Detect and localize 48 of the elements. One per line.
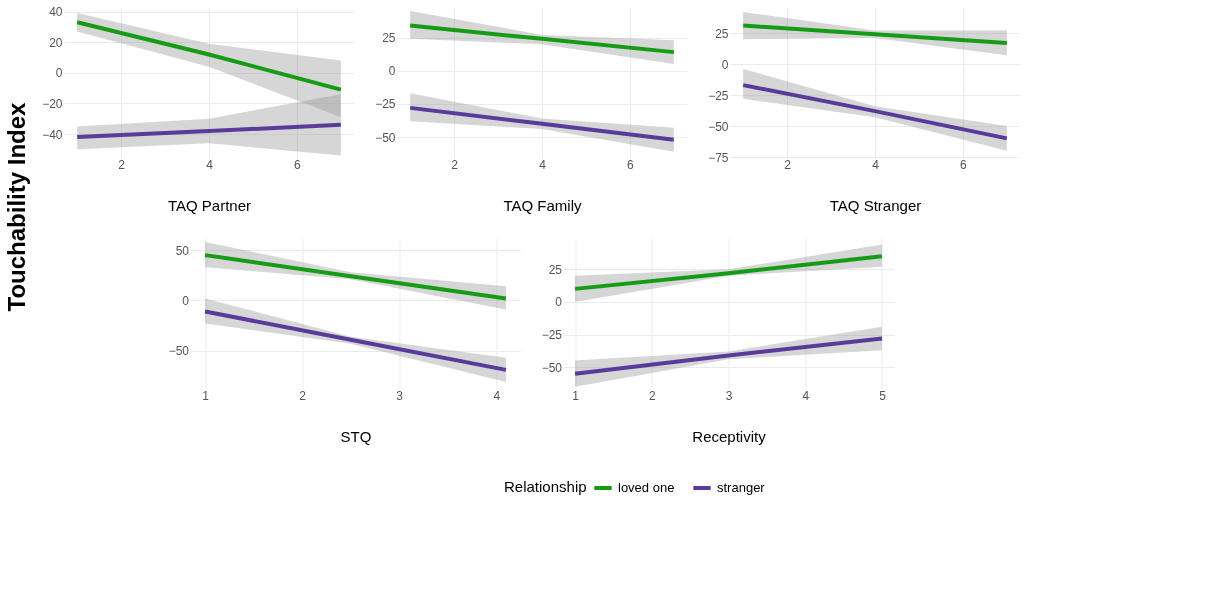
x-tick-label: 1 <box>572 388 580 403</box>
x-tick-label: 2 <box>299 388 307 403</box>
x-tick-label: 4 <box>493 388 501 403</box>
y-tick-label: −50 <box>375 130 396 145</box>
x-tick-label: 6 <box>294 157 302 172</box>
legend-label: stranger <box>717 480 766 495</box>
x-axis-title: Receptivity <box>692 427 767 445</box>
legend-label: loved one <box>618 480 675 495</box>
x-tick-label: 2 <box>784 157 792 172</box>
y-tick-label: 40 <box>49 5 63 20</box>
y-tick-label: 0 <box>555 295 563 310</box>
y-tick-label: 0 <box>182 293 190 308</box>
x-tick-label: 6 <box>960 157 968 172</box>
y-tick-label: −50 <box>541 360 563 375</box>
x-tick-label: 4 <box>539 157 547 172</box>
y-tick-label: −50 <box>708 119 729 134</box>
x-tick-label: 2 <box>451 157 459 172</box>
x-tick-label: 4 <box>206 157 214 172</box>
y-tick-label: −20 <box>42 96 63 111</box>
y-tick-label: 25 <box>715 26 729 41</box>
y-tick-label: −25 <box>541 328 563 343</box>
x-tick-label: 1 <box>202 388 210 403</box>
x-tick-label: 2 <box>118 157 126 172</box>
x-axis-title: STQ <box>340 427 372 445</box>
y-tick-label: 20 <box>49 35 63 50</box>
y-tick-label: −75 <box>708 150 729 165</box>
y-tick-label: 50 <box>175 243 190 258</box>
y-tick-label: −25 <box>708 88 729 103</box>
x-axis-title: TAQ Family <box>503 196 583 214</box>
y-tick-label: 25 <box>382 31 396 46</box>
x-axis-title: TAQ Partner <box>167 196 252 214</box>
y-tick-label: −40 <box>42 127 63 142</box>
x-tick-label: 4 <box>802 388 810 403</box>
y-tick-label: 0 <box>55 66 63 81</box>
x-tick-label: 6 <box>627 157 635 172</box>
y-tick-label: 0 <box>388 64 396 79</box>
x-tick-label: 3 <box>725 388 733 403</box>
y-tick-label: −25 <box>375 97 396 112</box>
legend-title: Relationship <box>504 478 587 495</box>
y-axis-title: Touchability Index <box>3 101 30 312</box>
x-tick-label: 5 <box>879 388 887 403</box>
x-axis-title: TAQ Stranger <box>829 196 922 214</box>
y-tick-label: 0 <box>721 57 729 72</box>
y-tick-label: −50 <box>168 344 190 359</box>
x-tick-label: 4 <box>872 157 880 172</box>
x-tick-label: 3 <box>396 388 404 403</box>
x-tick-label: 2 <box>648 388 656 403</box>
y-tick-label: 25 <box>548 262 563 277</box>
